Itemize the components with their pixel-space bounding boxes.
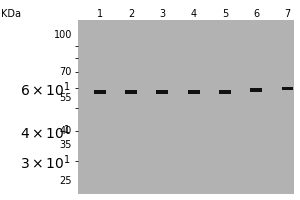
- Text: 100: 100: [54, 30, 72, 40]
- Text: 7: 7: [284, 9, 291, 19]
- Text: 35: 35: [60, 140, 72, 150]
- Bar: [156, 90, 168, 94]
- Text: 40: 40: [60, 126, 72, 136]
- Bar: [188, 90, 200, 94]
- Text: 3: 3: [159, 9, 165, 19]
- Text: 25: 25: [59, 176, 72, 186]
- Bar: [94, 90, 106, 94]
- Text: 2: 2: [128, 9, 134, 19]
- Text: KDa: KDa: [2, 9, 22, 19]
- Text: 70: 70: [60, 67, 72, 77]
- Bar: [282, 87, 293, 90]
- Text: 4: 4: [190, 9, 196, 19]
- Bar: [125, 90, 137, 94]
- Bar: [250, 88, 262, 92]
- Text: 6: 6: [253, 9, 259, 19]
- Bar: [219, 90, 231, 94]
- Text: 55: 55: [59, 93, 72, 103]
- Text: 5: 5: [222, 9, 228, 19]
- Text: 1: 1: [97, 9, 103, 19]
